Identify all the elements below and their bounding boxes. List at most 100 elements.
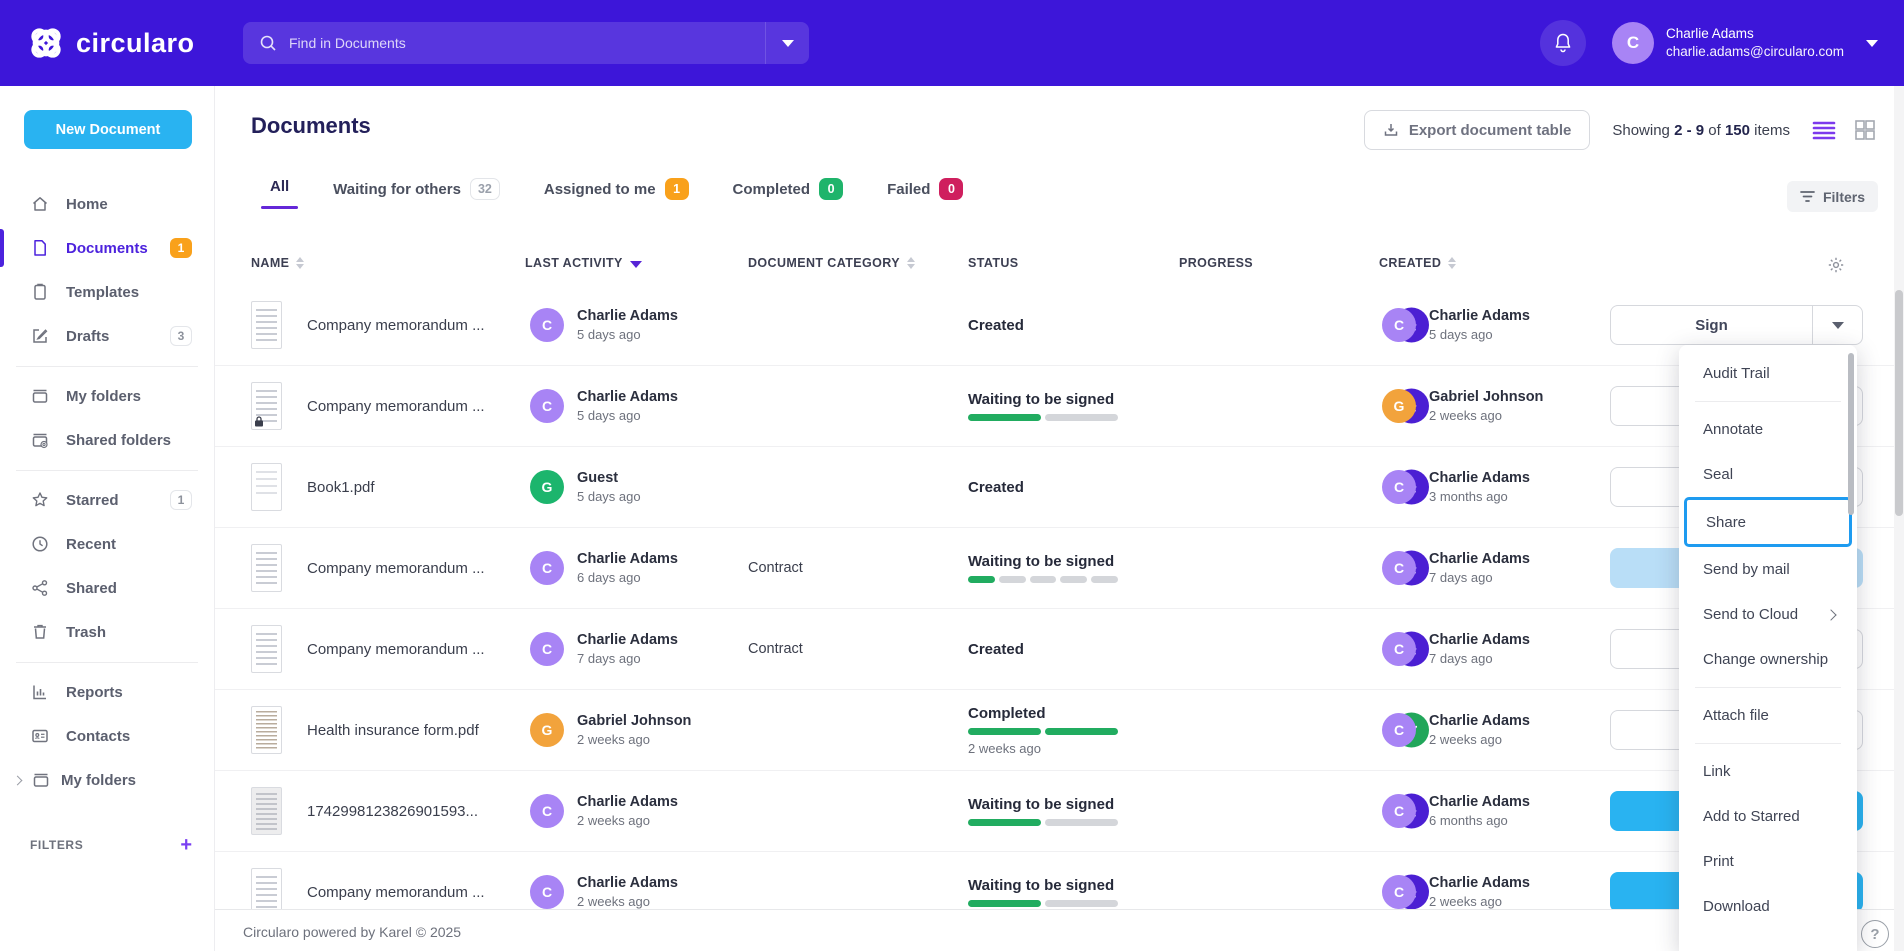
document-thumbnail[interactable] <box>251 787 282 835</box>
actions-dropdown-button[interactable] <box>1812 306 1862 344</box>
menu-item-attach-file[interactable]: Attach file <box>1703 707 1769 724</box>
tab-assigned-to-me[interactable]: Assigned to me 1 <box>544 178 689 214</box>
user-menu[interactable]: C Charlie Adams charlie.adams@circularo.… <box>1611 22 1878 64</box>
document-name[interactable]: Company memorandum ... <box>307 883 485 901</box>
sidebar-item-documents[interactable]: Documents 1 <box>0 226 214 270</box>
showing-total: 150 <box>1724 121 1750 139</box>
created-time: 7 days ago <box>1429 570 1493 585</box>
document-thumbnail[interactable] <box>251 706 282 754</box>
column-header-name[interactable]: NAME <box>251 256 305 270</box>
document-name[interactable]: Company memorandum ... <box>307 640 485 658</box>
trash-icon <box>34 624 46 639</box>
sidebar-item-my-folders-tree[interactable]: My folders <box>0 758 214 802</box>
menu-item-audit-trail[interactable]: Audit Trail <box>1703 365 1770 382</box>
activity-time: 5 days ago <box>577 408 641 423</box>
tab-completed[interactable]: Completed 0 <box>733 178 844 214</box>
document-name[interactable]: 1742998123826901593... <box>307 802 479 820</box>
showing-range: 2 - 9 <box>1674 121 1705 139</box>
tab-all[interactable]: All <box>260 178 299 209</box>
column-header-last-activity[interactable]: LAST ACTIVITY <box>525 256 642 270</box>
edit-icon <box>33 329 48 343</box>
activity-user: Charlie Adams <box>577 875 678 891</box>
column-header-status[interactable]: STATUS <box>968 256 1019 270</box>
column-header-progress[interactable]: PROGRESS <box>1179 256 1254 270</box>
document-name[interactable]: Book1.pdf <box>307 478 375 496</box>
table-settings-gear-icon[interactable] <box>1827 256 1845 274</box>
document-thumbnail[interactable] <box>251 544 282 592</box>
search-scope-dropdown[interactable] <box>765 22 809 64</box>
sidebar-item-reports[interactable]: Reports <box>0 670 214 714</box>
menu-item-print[interactable]: Print <box>1703 853 1734 870</box>
progress-bar <box>968 727 1118 735</box>
column-header-created[interactable]: CREATED <box>1379 256 1457 270</box>
menu-item-change-ownership[interactable]: Change ownership <box>1703 651 1829 668</box>
sidebar-item-label: Drafts <box>66 327 110 345</box>
notifications-button[interactable] <box>1539 20 1586 66</box>
column-header-document-category[interactable]: DOCUMENT CATEGORY <box>748 256 915 270</box>
menu-item-seal[interactable]: Seal <box>1703 466 1734 483</box>
sidebar-item-home[interactable]: Home <box>0 182 214 226</box>
filters-button[interactable]: Filters <box>1786 181 1878 212</box>
bar-chart-icon <box>33 685 46 700</box>
document-name[interactable]: Company memorandum ... <box>307 316 485 334</box>
list-view-icon[interactable] <box>1812 120 1836 140</box>
document-thumbnail[interactable] <box>251 868 282 916</box>
menu-item-share[interactable]: Share <box>1684 497 1852 547</box>
user-name: Charlie Adams <box>1665 25 1754 41</box>
sidebar-item-starred[interactable]: Starred 1 <box>0 478 214 522</box>
tab-failed[interactable]: Failed 0 <box>887 178 964 214</box>
new-document-button[interactable]: New Document <box>24 110 192 149</box>
brand[interactable]: circularo <box>26 23 211 63</box>
menu-item-send-by-mail[interactable]: Send by mail <box>1703 561 1790 578</box>
sign-button[interactable]: Sign <box>1610 305 1863 345</box>
sidebar-item-label: Home <box>66 195 108 213</box>
menu-item-download[interactable]: Download <box>1703 898 1770 915</box>
document-thumbnail[interactable] <box>251 301 282 349</box>
sidebar-item-recent[interactable]: Recent <box>0 522 214 566</box>
avatar: C <box>1382 632 1416 666</box>
menu-item-annotate[interactable]: Annotate <box>1703 421 1764 438</box>
search-input[interactable]: Find in Documents <box>243 22 809 64</box>
add-filter-button[interactable]: + <box>180 834 192 856</box>
sort-icon <box>1448 257 1457 269</box>
document-name[interactable]: Company memorandum ... <box>307 397 485 415</box>
avatar: C <box>530 875 564 909</box>
grid-view-icon[interactable] <box>1854 119 1876 141</box>
activity-user: Charlie Adams <box>577 551 678 567</box>
tab-waiting-for-others[interactable]: Waiting for others 32 <box>333 178 500 214</box>
document-name[interactable]: Health insurance form.pdf <box>307 721 479 739</box>
created-time: 6 months ago <box>1429 813 1508 828</box>
page-scrollbar-thumb[interactable] <box>1895 290 1903 516</box>
sidebar-item-drafts[interactable]: Drafts 3 <box>0 314 214 358</box>
menu-item-send-to-cloud[interactable]: Send to Cloud <box>1679 592 1857 637</box>
sidebar-item-trash[interactable]: Trash <box>0 610 214 654</box>
document-thumbnail[interactable] <box>251 463 282 511</box>
menu-item-add-to-starred[interactable]: Add to Starred <box>1703 808 1800 825</box>
help-button[interactable]: ? <box>1861 920 1889 948</box>
created-user: Charlie Adams <box>1429 713 1530 729</box>
sidebar-item-my-folders[interactable]: My folders <box>0 374 214 418</box>
document-name[interactable]: Company memorandum ... <box>307 559 485 577</box>
avatar: C <box>530 632 564 666</box>
sidebar-item-shared[interactable]: Shared <box>0 566 214 610</box>
page-scrollbar[interactable] <box>1894 86 1904 951</box>
avatar: C <box>1382 551 1416 585</box>
sidebar-item-contacts[interactable]: Contacts <box>0 714 214 758</box>
menu-item-link[interactable]: Link <box>1703 763 1731 780</box>
created-user: Gabriel Johnson <box>1429 389 1544 405</box>
filters-section-label: FILTERS <box>30 838 84 852</box>
document-thumbnail-locked[interactable] <box>251 382 282 430</box>
avatar: C <box>530 794 564 828</box>
status-label: Created <box>968 478 1024 496</box>
clipboard-icon <box>34 283 46 300</box>
document-tabs: All Waiting for others 32 Assigned to me 1… <box>260 178 964 214</box>
sidebar-item-templates[interactable]: Templates <box>0 270 214 314</box>
document-category: Contract <box>748 641 803 657</box>
status-label: Created <box>968 640 1024 658</box>
export-document-table-button[interactable]: Export document table <box>1363 110 1591 150</box>
menu-scrollbar-thumb[interactable] <box>1848 353 1854 515</box>
share-nodes-icon <box>32 580 48 596</box>
star-icon <box>32 492 48 507</box>
document-thumbnail[interactable] <box>251 625 282 673</box>
sidebar-item-shared-folders[interactable]: Shared folders <box>0 418 214 462</box>
